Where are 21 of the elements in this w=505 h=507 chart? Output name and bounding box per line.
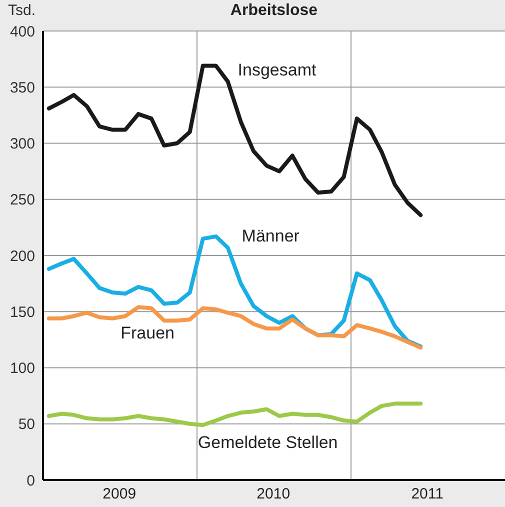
chart-title: Arbeitslose (229, 2, 319, 20)
y-tick-label: 50 (18, 416, 35, 434)
y-tick-label: 300 (10, 136, 35, 153)
y-tick-label: 100 (10, 360, 35, 378)
series-label: Gemeldete Stellen (198, 432, 338, 452)
series-label: Männer (242, 226, 300, 246)
series-label: Insgesamt (238, 60, 317, 80)
x-tick-label: 2010 (256, 486, 290, 503)
line-series (46, 305, 423, 350)
y-tick-label: 400 (10, 23, 35, 40)
x-tick-label: 2009 (102, 486, 136, 503)
y-axis-title: Tsd. (8, 2, 36, 19)
y-tick-label: 350 (10, 79, 35, 96)
y-tick-label: 0 (26, 472, 35, 490)
x-tick-label: 2011 (411, 486, 444, 503)
y-tick-label: 150 (10, 304, 35, 321)
line-series (46, 402, 423, 427)
line-series (46, 64, 423, 218)
series-label: Frauen (120, 323, 174, 342)
y-tick-label: 250 (10, 192, 35, 209)
y-tick-label: 200 (10, 248, 35, 265)
